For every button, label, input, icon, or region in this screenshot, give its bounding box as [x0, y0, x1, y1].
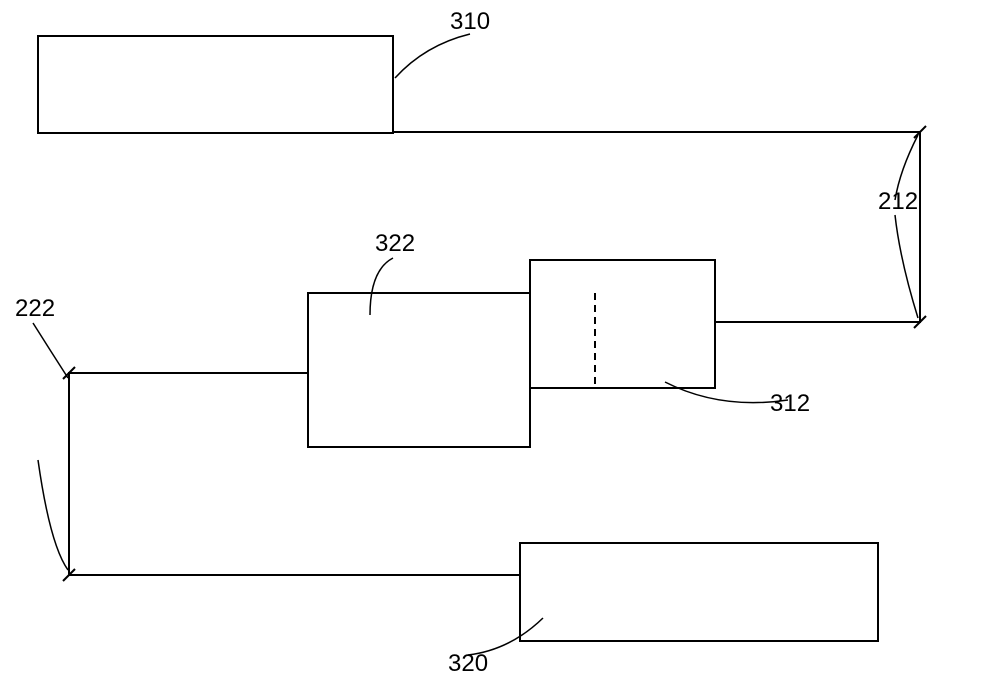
label-312: 312	[770, 390, 810, 418]
label-322: 322	[375, 230, 415, 258]
label-212: 212	[878, 188, 918, 216]
label-222: 222	[15, 295, 55, 323]
label-320: 320	[448, 650, 488, 678]
label-310: 310	[450, 8, 490, 36]
diagram-canvas	[0, 0, 1000, 694]
